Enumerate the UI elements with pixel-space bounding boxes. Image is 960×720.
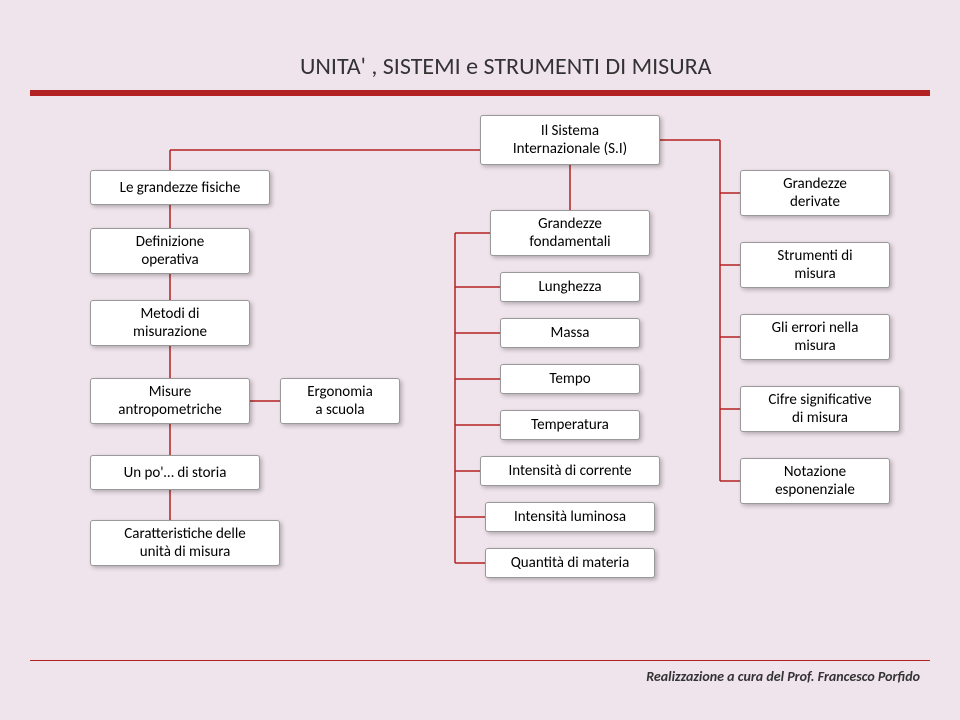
node-temperatura[interactable]: Temperatura bbox=[500, 410, 640, 440]
node-caratt[interactable]: Caratteristiche delleunità di misura bbox=[90, 520, 280, 566]
node-quant_mat[interactable]: Quantità di materia bbox=[485, 548, 655, 578]
node-cifre[interactable]: Cifre significativedi misura bbox=[740, 386, 900, 432]
node-strum[interactable]: Strumenti dimisura bbox=[740, 242, 890, 288]
node-int_lum[interactable]: Intensità luminosa bbox=[485, 502, 655, 532]
credit-text: Realizzazione a cura del Prof. Francesco… bbox=[646, 668, 920, 685]
node-notazione[interactable]: Notazioneesponenziale bbox=[740, 458, 890, 504]
node-massa[interactable]: Massa bbox=[500, 318, 640, 348]
node-def_op[interactable]: Definizioneoperativa bbox=[90, 228, 250, 274]
node-storia[interactable]: Un po'… di storia bbox=[90, 455, 260, 490]
node-tempo[interactable]: Tempo bbox=[500, 364, 640, 394]
node-si[interactable]: Il SistemaInternazionale (S.I) bbox=[480, 115, 660, 165]
top-rule bbox=[30, 90, 930, 96]
node-ergonomia[interactable]: Ergonomiaa scuola bbox=[280, 378, 400, 424]
node-errori[interactable]: Gli errori nellamisura bbox=[740, 314, 890, 360]
node-grand_der[interactable]: Grandezzederivate bbox=[740, 170, 890, 216]
node-int_corr[interactable]: Intensità di corrente bbox=[480, 456, 660, 486]
node-metodi[interactable]: Metodi dimisurazione bbox=[90, 300, 250, 346]
node-lunghezza[interactable]: Lunghezza bbox=[500, 272, 640, 302]
node-grand_fis[interactable]: Le grandezze fisiche bbox=[90, 170, 270, 205]
node-misure_ant[interactable]: Misureantropometriche bbox=[90, 378, 250, 424]
bottom-rule bbox=[30, 660, 930, 661]
connector-lines bbox=[0, 0, 960, 720]
page-title: UNITA' , SISTEMI e STRUMENTI DI MISURA bbox=[300, 52, 712, 81]
node-grand_fond[interactable]: Grandezzefondamentali bbox=[490, 210, 650, 256]
